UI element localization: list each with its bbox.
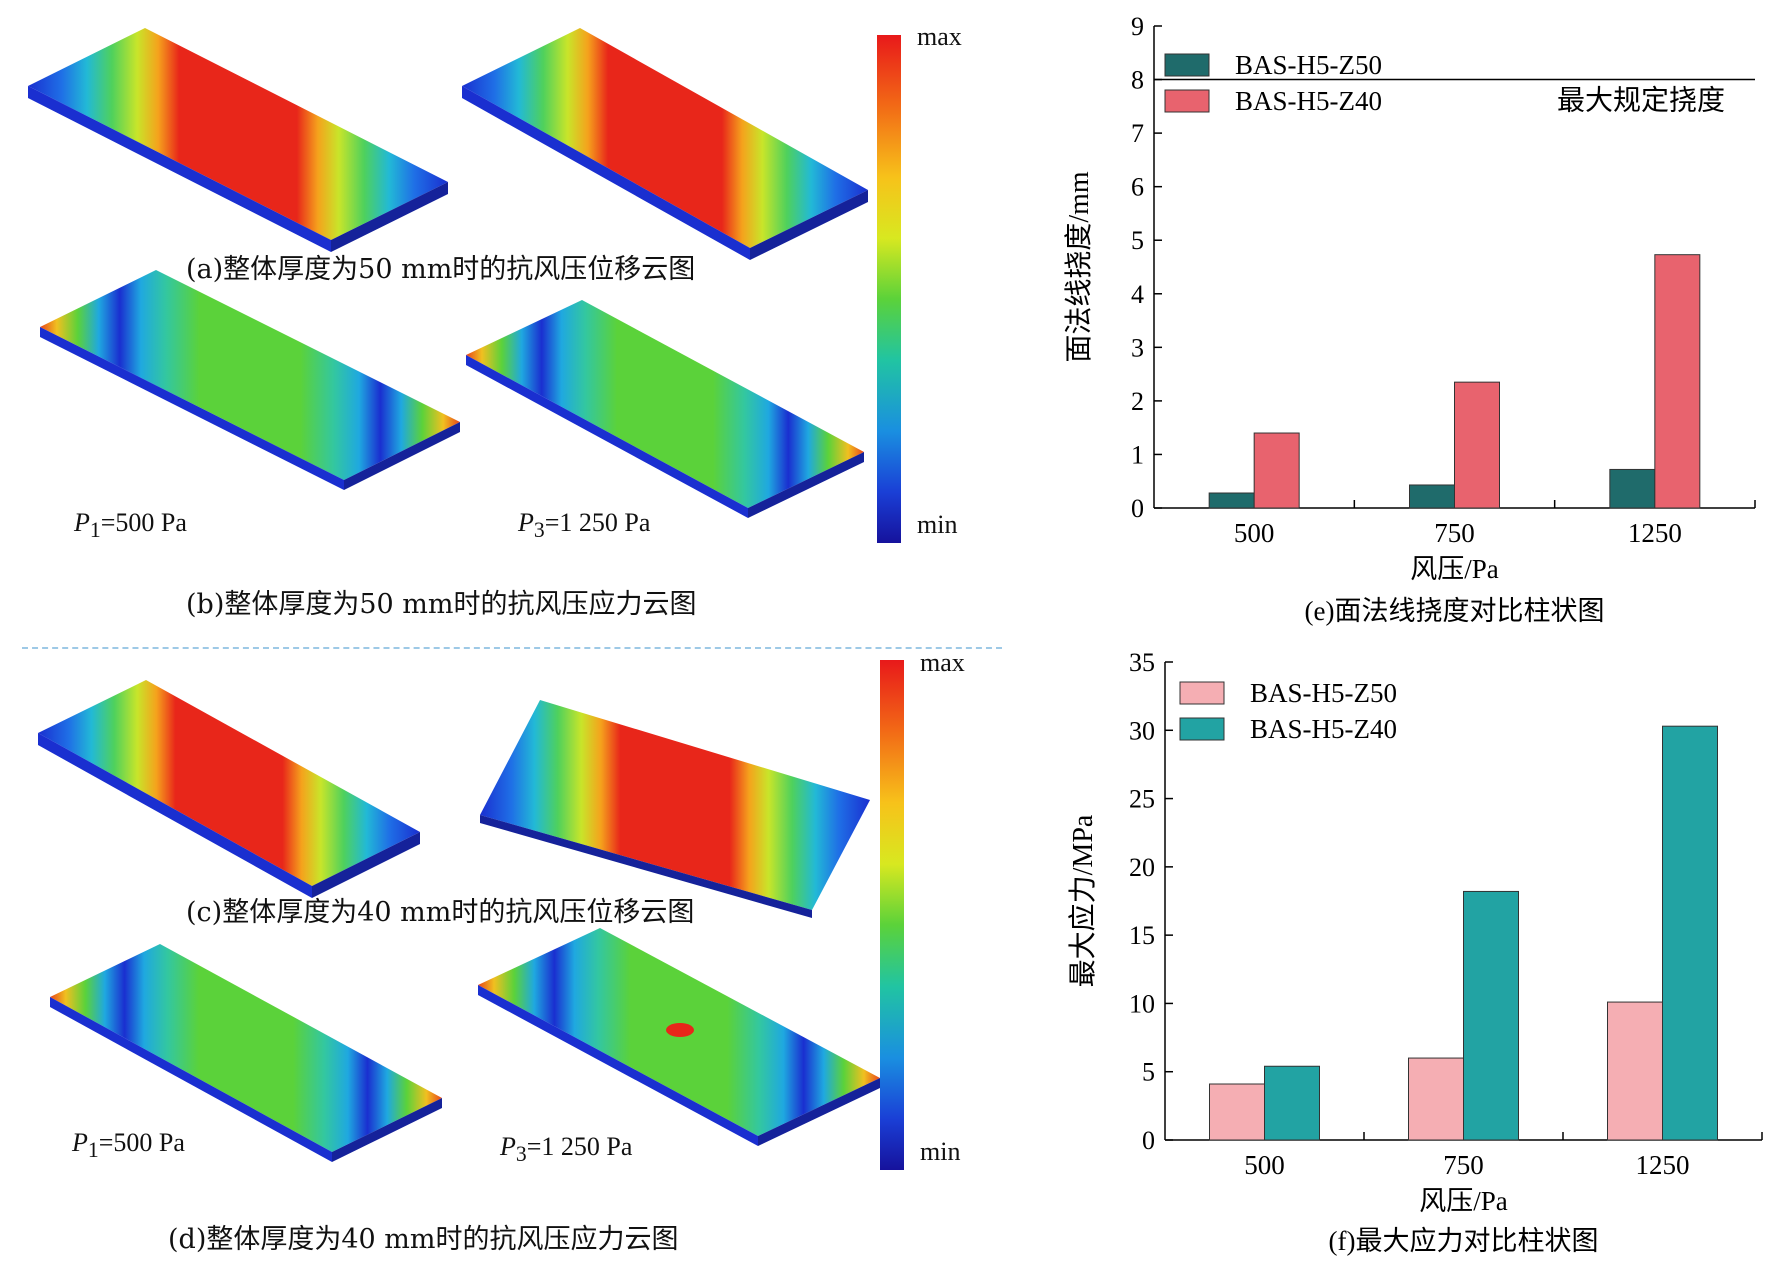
bar-bas-h5-z50-750 [1409,484,1455,509]
p1-label-d: P1=500 Pa [72,1128,185,1163]
bar-bas-h5-z50-500 [1209,1083,1265,1141]
x-axis-label: 风压/Pa [1419,1186,1508,1216]
plate-b-left [40,270,460,490]
x-tick-label: 1250 [1628,518,1682,548]
p1-label-b: P1=500 Pa [74,508,187,543]
y-tick-label: 2 [1131,387,1144,416]
colorbar-bottom-max: max [920,648,965,677]
bar-bas-h5-z40-750 [1463,890,1519,1141]
y-tick-label: 0 [1142,1126,1155,1155]
legend-label: BAS-H5-Z50 [1235,50,1382,80]
x-tick-label: 500 [1234,518,1275,548]
deflection-bar-chart: 0 1 2 3 4 5 6 7 8 9 500 750 1250 风压/Pa 面法线挠度/mm BAS-H5-… [1063,12,1756,626]
bar-bas-h5-z40-500 [1264,1065,1320,1141]
bar-bas-h5-z40-500 [1253,432,1300,509]
y-tick-label: 6 [1131,173,1144,202]
legend-label: BAS-H5-Z50 [1250,678,1397,708]
legend-swatch [1164,89,1210,113]
y-tick-label: 0 [1131,494,1144,523]
y-tick-label: 9 [1131,12,1144,41]
bar-bas-h5-z40-750 [1454,381,1500,509]
caption-d: (d)整体厚度为40 mm时的抗风压应力云图 [168,1224,679,1255]
y-tick-label: 20 [1129,853,1155,882]
bar-bas-h5-z50-750 [1408,1057,1464,1141]
chart-caption: (f)最大应力对比柱状图 [1329,1226,1599,1256]
x-tick-label: 750 [1443,1150,1484,1180]
y-tick-label: 30 [1129,716,1155,745]
x-tick-label: 500 [1244,1150,1285,1180]
x-tick-label: 1250 [1636,1150,1690,1180]
y-tick-label: 8 [1131,66,1144,95]
caption-c: (c)整体厚度为40 mm时的抗风压位移云图 [186,897,695,928]
y-tick-label: 1 [1131,440,1144,469]
y-tick-label: 7 [1131,119,1144,148]
plate-d-right [478,928,880,1146]
caption-a: (a)整体厚度为50 mm时的抗风压位移云图 [186,254,696,285]
y-tick-label: 10 [1129,989,1155,1018]
plate-a-right [462,28,868,260]
plate-c-left [38,680,420,898]
chart-caption: (e)面法线挠度对比柱状图 [1305,596,1605,626]
colorbar-bottom-min: min [920,1137,961,1166]
bar-bas-h5-z40-1250 [1654,254,1701,509]
y-axis-label: 面法线挠度/mm [1063,171,1095,363]
y-tick-label: 5 [1131,226,1144,255]
max-deflection-label: 最大规定挠度 [1557,85,1725,117]
x-axis-label: 风压/Pa [1410,554,1499,584]
colorbar-top-min: min [917,510,958,539]
legend-swatch [1179,717,1225,741]
y-tick-label: 15 [1129,921,1155,950]
plate-c-right [480,700,870,918]
colorbar-top [877,35,901,543]
y-tick-label: 35 [1129,648,1155,677]
bar-bas-h5-z40-1250 [1662,725,1718,1141]
y-tick-label: 25 [1129,785,1155,814]
bar-bas-h5-z50-500 [1208,492,1255,509]
p3-label-b: P3=1 250 Pa [518,508,651,543]
contour-panels [28,28,880,1162]
plate-d-left [50,944,442,1162]
legend-swatch [1179,681,1225,705]
y-tick-label: 5 [1142,1058,1155,1087]
p3-label-d: P3=1 250 Pa [500,1132,633,1167]
bar-bas-h5-z50-1250 [1609,468,1656,509]
caption-b: (b)整体厚度为50 mm时的抗风压应力云图 [186,589,697,620]
y-tick-label: 3 [1131,333,1144,362]
colorbar-top-max: max [917,22,962,51]
legend-swatch [1164,53,1210,77]
legend-label: BAS-H5-Z40 [1250,714,1397,744]
stress-bar-chart: 0 5 10 15 20 25 30 35 500 750 1250 风压/Pa 最大应力/MPa BAS… [1067,648,1763,1256]
y-axis-label: 最大应力/MPa [1067,814,1099,987]
legend-label: BAS-H5-Z40 [1235,86,1382,116]
plate-b-right [466,300,864,518]
x-tick-label: 750 [1434,518,1475,548]
bar-bas-h5-z50-1250 [1607,1001,1663,1141]
colorbar-bottom [880,660,904,1170]
panel-divider [22,647,1002,649]
y-tick-label: 4 [1131,280,1144,309]
plate-a-left [28,28,448,252]
